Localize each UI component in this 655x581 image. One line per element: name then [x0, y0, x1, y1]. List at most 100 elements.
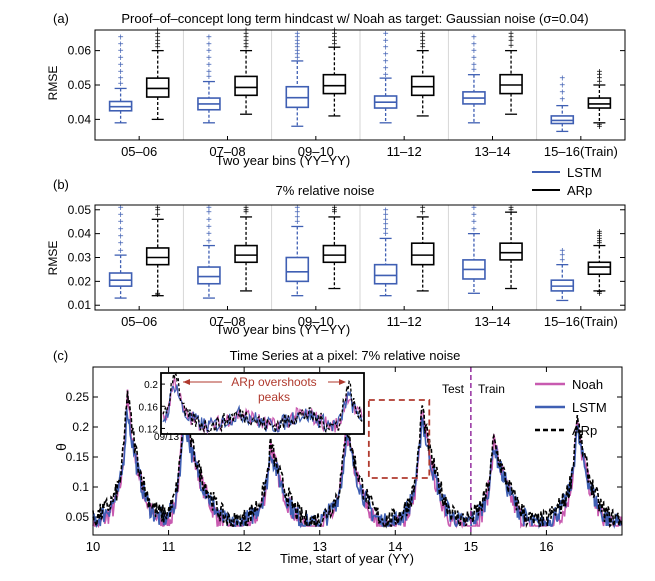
panel-a-arp-outlier: + [508, 36, 514, 47]
panel-a-arp-outlier: + [331, 32, 337, 43]
panel-b-label: (b) [53, 177, 69, 192]
panel-c-plot: 0.05 0.1 0.15 0.2 0.25 10 11 12 13 14 15 16 0.12 0.16… [66, 366, 623, 554]
panel-b-arp-outlier: + [596, 288, 602, 299]
panel-b-ytick-label: 0.01 [68, 298, 92, 312]
inset-date-label: 09/13 [154, 432, 179, 443]
panel-a-arp-box [587, 97, 612, 109]
panel-a-arp-outlier: + [331, 26, 337, 37]
panel-b-lstm-outlier: + [118, 203, 124, 214]
panel-a-arp-outlier: + [596, 122, 602, 133]
panel-a-arp-outlier: + [596, 70, 602, 81]
panel-a-arp-outlier: + [155, 43, 161, 54]
panel-b-lstm-outlier: + [383, 229, 389, 240]
panel-a-lstm-outlier: + [294, 43, 300, 54]
legend-lstm-ts-label: LSTM [572, 400, 607, 415]
panel-b-arp-box [499, 242, 523, 261]
panel-b-lstm-outlier: + [294, 203, 300, 214]
panel-b-lstm-outlier: + [118, 232, 124, 243]
panel-b-lstm-outlier: + [294, 208, 300, 219]
panel-a-lstm-outlier: + [118, 60, 124, 71]
panel-a-lstm-outlier: + [559, 74, 565, 85]
panel-b-lstm-box [197, 266, 221, 285]
panel-b-arp-outlier: + [508, 205, 514, 216]
panel-a-arp-box [145, 77, 170, 98]
inset-annotation-line2: peaks [258, 390, 290, 404]
panel-a-lstm-outlier: + [471, 32, 477, 43]
panel-c-xtick-label: 10 [86, 539, 100, 554]
panel-a-arp-outlier: + [243, 29, 249, 40]
panel-c-ytick-label: 0.05 [66, 510, 90, 524]
panel-a-lstm-outlier: + [383, 56, 389, 67]
panel-b-arp-box [322, 244, 347, 264]
panel-b-arp-outlier: + [331, 203, 337, 214]
arp-line [92, 390, 623, 529]
panel-b-lstm-outlier: + [559, 246, 565, 257]
panel-a-arp-outlier: + [243, 26, 249, 37]
panel-a-lstm-outlier: + [471, 53, 477, 64]
panel-a-lstm-outlier: + [206, 60, 212, 71]
panel-b-arp-outlier: + [596, 229, 602, 240]
panel-b-lstm-outlier: + [383, 220, 389, 231]
panel-a-arp-outlier: + [243, 32, 249, 43]
panel-b-lstm-outlier: + [471, 210, 477, 221]
panel-b-arp-outlier: + [155, 203, 161, 214]
inset-ytick-label: 0.16 [139, 402, 159, 413]
panel-b-arp-box [145, 247, 170, 266]
panel-b-ylabel: RMSE [46, 241, 60, 276]
panel-a-lstm-outlier: + [294, 39, 300, 50]
panel-a-arp-outlier: + [331, 39, 337, 50]
panel-b-arp-box [410, 242, 435, 266]
panel-b-plot: 0.01 0.02 0.03 0.04 0.05 05–06 07–08 09–10 11–12… [68, 203, 626, 329]
panel-a-ylabel: RMSE [46, 66, 60, 101]
panel-c-label: (c) [53, 348, 68, 363]
panel-b-lstm-outlier: + [206, 236, 212, 247]
panel-a-xtick-label: 11–12 [387, 144, 422, 159]
panel-a-lstm-outlier: + [559, 81, 565, 92]
panel-a-lstm-outlier: + [471, 60, 477, 71]
panel-b-xlabel: Two year bins (YY–YY) [216, 322, 350, 337]
legend-boxplot: LSTM ARp [532, 165, 602, 198]
panel-a-lstm-outlier: + [471, 65, 477, 76]
panel-b-arp-outlier: + [596, 239, 602, 250]
panel-a-arp-outlier: + [243, 39, 249, 50]
panel-b-arp-outlier: + [420, 208, 426, 219]
panel-b-arp-outlier: + [155, 210, 161, 221]
panel-b-lstm-box [285, 256, 310, 283]
panel-b-arp-outlier: + [331, 208, 337, 219]
panel-a-arp-box [410, 75, 435, 97]
panel-a-arp-outlier: + [420, 36, 426, 47]
panel-a-lstm-outlier: + [118, 32, 124, 43]
panel-b-arp-outlier: + [596, 234, 602, 245]
panel-a-lstm-outlier: + [206, 32, 212, 43]
panel-b-arp-outlier: + [508, 203, 514, 214]
panel-a-lstm-outlier: + [294, 53, 300, 64]
legend-timeseries: Noah LSTM ARp [535, 377, 607, 438]
panel-a-lstm-outlier: + [383, 43, 389, 54]
panel-b-ytick-label: 0.03 [68, 251, 92, 265]
panel-c-xtick-label: 12 [237, 539, 251, 554]
panel-a-lstm-outlier: + [206, 46, 212, 57]
panel-b-lstm-outlier: + [383, 215, 389, 226]
panel-b-lstm-outlier: + [559, 251, 565, 262]
panel-b-lstm-outlier: + [206, 208, 212, 219]
panel-a-lstm-outlier: + [118, 67, 124, 78]
panel-a-ytick-label: 0.05 [68, 78, 92, 92]
panel-b-ytick-label: 0.05 [68, 203, 92, 217]
panel-b-title: 7% relative noise [276, 183, 375, 198]
panel-b-frame [94, 204, 626, 311]
panel-a-arp-box [322, 73, 347, 95]
panel-c-ylabel: θ [53, 443, 69, 451]
panel-a-lstm-outlier: + [383, 63, 389, 74]
panel-c-ytick-label: 0.1 [72, 480, 89, 494]
panel-a-arp-outlier: + [420, 29, 426, 40]
panel-c-xtick-label: 15 [464, 539, 478, 554]
panel-a-lstm-outlier: + [294, 36, 300, 47]
legend-lstm-label: LSTM [567, 165, 602, 180]
panel-a-arp-outlier: + [420, 43, 426, 54]
legend-arp-ts-label: ARp [572, 423, 597, 438]
panel-a-arp-box [499, 73, 523, 95]
panel-a-lstm-outlier: + [471, 39, 477, 50]
panel-a-plot: 0.04 0.05 0.06 05–06 07–08 09–10 11–12 13–14 15–… [68, 26, 626, 159]
panel-a-arp-outlier: + [596, 77, 602, 88]
panel-b-lstm-outlier: + [206, 229, 212, 240]
